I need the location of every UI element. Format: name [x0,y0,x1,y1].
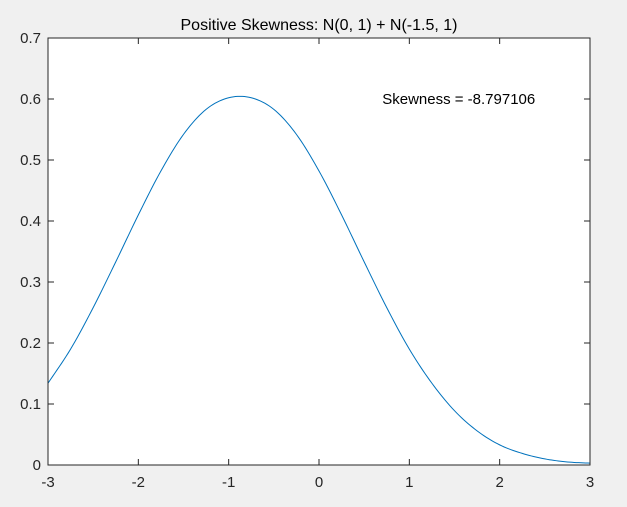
y-axis: 0 0.1 0.2 0.3 0.4 0.5 0.6 0.7 [20,30,590,474]
series-line [47,95,591,464]
skewness-annotation: Skewness = -8.797106 [382,91,535,108]
axes-box [47,37,591,466]
y-tick-label: 0.7 [20,30,41,47]
x-tick-label: 0 [315,474,323,491]
y-tick-label: 0.5 [20,152,41,169]
plot-area [48,38,590,465]
y-tick-label: 0.4 [20,213,41,230]
y-tick-label: 0.6 [20,91,41,108]
x-tick-label: 1 [405,474,413,491]
x-tick-label: -1 [222,474,235,491]
x-tick-label: -2 [132,474,145,491]
y-tick-label: 0 [33,457,41,474]
y-tick-label: 0.1 [20,396,41,413]
x-tick-label: 2 [495,474,503,491]
x-tick-label: -3 [41,474,54,491]
y-tick-label: 0.3 [20,274,41,291]
y-tick-label: 0.2 [20,335,41,352]
chart-title: Positive Skewness: N(0, 1) + N(-1.5, 1) [181,17,458,34]
x-tick-label: 3 [586,474,594,491]
